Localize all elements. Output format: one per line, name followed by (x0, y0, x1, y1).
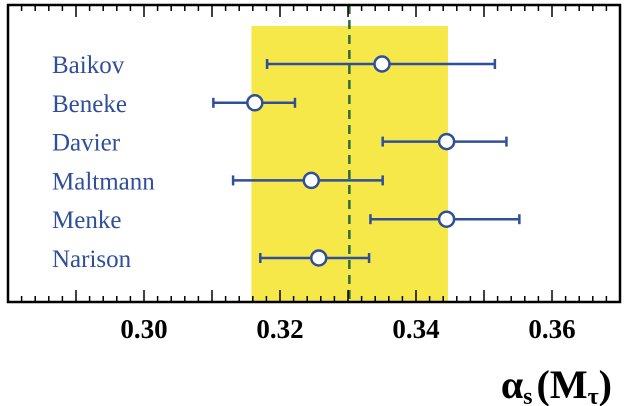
label-menke: Menke (52, 207, 121, 234)
data-row-baikov (265, 55, 497, 73)
data-row-maltmann (231, 171, 384, 190)
x-tick-label: 0.36 (528, 314, 575, 344)
label-narison: Narison (52, 246, 132, 273)
plot-frame (6, 3, 622, 304)
label-beneke: Beneke (52, 91, 127, 118)
x-axis-title-sub-s: s (523, 384, 532, 406)
x-tick-label: 0.30 (120, 314, 167, 344)
data-point-baikov (373, 55, 391, 73)
label-maltmann: Maltmann (52, 168, 155, 195)
data-row-beneke (212, 94, 297, 112)
x-axis-title: αs (Mτ) (501, 362, 612, 406)
x-tick-label: 0.34 (392, 314, 439, 344)
x-axis-title-alpha: α (501, 362, 523, 406)
x-axis-title-sub-tau: τ (588, 384, 599, 406)
x-axis-title-m: M (550, 362, 588, 406)
x-tick-label: 0.32 (256, 314, 303, 344)
x-axis-title-close-paren: ) (599, 362, 612, 406)
data-point-maltmann (302, 171, 321, 190)
label-davier: Davier (52, 130, 121, 157)
data-row-davier (381, 132, 508, 151)
label-baikov: Baikov (52, 52, 125, 79)
data-point-narison (310, 249, 328, 267)
data-row-menke (369, 210, 521, 228)
x-axis-title-open-paren: ( (537, 362, 550, 406)
data-row-narison (259, 249, 371, 267)
data-point-menke (437, 210, 456, 228)
data-point-davier (437, 132, 456, 151)
data-point-beneke (246, 94, 264, 112)
